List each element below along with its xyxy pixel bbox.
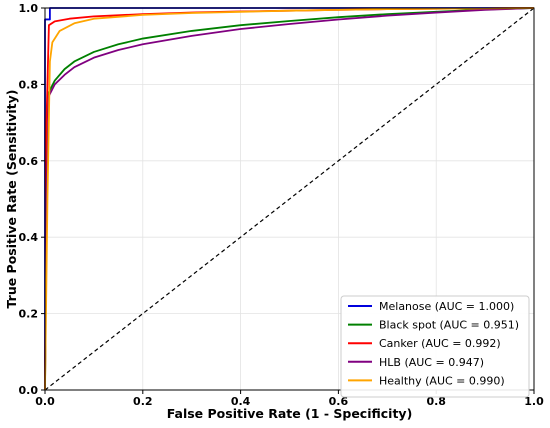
y-tick-label: 1.0	[19, 2, 39, 15]
legend: Melanose (AUC = 1.000) Black spot (AUC = …	[340, 295, 530, 398]
y-axis-ticks: 0.0 0.2 0.4 0.6 0.8 1.0	[19, 2, 45, 397]
y-tick-label: 0.6	[19, 155, 39, 168]
y-tick-label: 0.4	[19, 231, 39, 244]
x-tick-label: 0.0	[35, 395, 55, 408]
x-axis-label: False Positive Rate (1 - Specificity)	[167, 406, 413, 421]
x-tick-label: 0.2	[133, 395, 153, 408]
y-tick-label: 0.8	[19, 78, 39, 91]
y-tick-label: 0.2	[19, 308, 39, 321]
series-line-4	[44, 7, 535, 391]
legend-entry-label: Canker (AUC = 0.992)	[379, 337, 501, 350]
x-tick-label: 0.6	[329, 395, 349, 408]
legend-entry-label: Black spot (AUC = 0.951)	[379, 319, 519, 332]
reference-line-group	[44, 7, 535, 391]
plot-frame	[44, 7, 535, 391]
legend-entry-label: Healthy (AUC = 0.990)	[379, 374, 505, 387]
legend-entry-label: Melanose (AUC = 1.000)	[379, 300, 514, 313]
x-tick-label: 0.8	[426, 395, 446, 408]
y-axis-label: True Positive Rate (Sensitivity)	[4, 90, 19, 309]
x-tick-label: 0.4	[231, 395, 251, 408]
y-tick-label: 0.0	[19, 384, 39, 397]
random-classifier-line	[44, 7, 535, 391]
x-tick-label: 1.0	[524, 395, 544, 408]
legend-box	[340, 295, 530, 398]
series-line-3	[44, 7, 535, 391]
legend-entry-label: HLB (AUC = 0.947)	[379, 356, 484, 369]
x-axis-ticks: 0.0 0.2 0.4 0.6 0.8 1.0	[35, 390, 544, 408]
series-line-1	[44, 7, 535, 391]
